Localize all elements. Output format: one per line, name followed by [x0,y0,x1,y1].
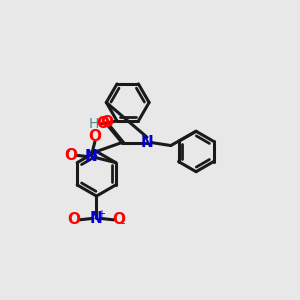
Text: -: - [65,145,70,158]
Text: -: - [120,217,125,230]
Text: O: O [100,115,113,130]
Text: N: N [141,135,153,150]
Text: O: O [97,116,110,131]
Text: +: + [97,209,105,220]
Text: N: N [90,211,103,226]
Text: O: O [64,148,77,163]
Text: O: O [112,212,126,227]
Text: N: N [84,149,97,164]
Text: O: O [88,129,101,144]
Text: H: H [89,117,99,131]
Text: +: + [91,148,99,158]
Text: O: O [68,212,80,227]
